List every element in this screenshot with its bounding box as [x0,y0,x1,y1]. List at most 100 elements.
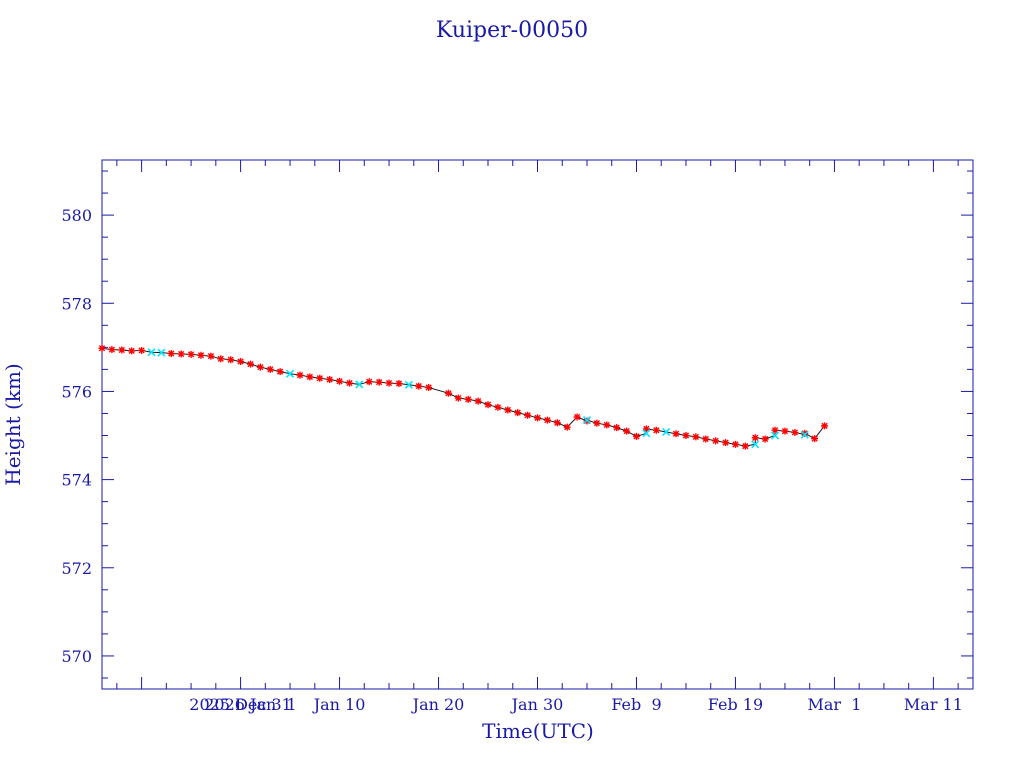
data-point-red [326,376,334,384]
data-point-red [365,378,373,386]
data-point-cyan [285,369,295,378]
data-point-red [385,379,393,387]
data-point-red [751,434,759,442]
data-point-red [246,360,254,368]
data-point-cyan [404,380,413,389]
data-point-red [415,382,423,390]
data-point-red [771,426,779,434]
data-point-red [692,433,700,441]
data-point-red [276,368,284,376]
x-tick-label: Feb 19 [708,695,763,714]
x-tick-label: Jan 20 [411,695,465,714]
data-point-red [524,411,532,419]
y-tick-label: 570 [61,647,92,666]
data-point-red [652,426,660,434]
data-point-red [702,435,710,443]
data-point-red [138,346,146,354]
data-point-red [316,374,324,382]
data-point-red [553,419,561,427]
data-point-red [811,435,819,443]
data-point-red [167,350,175,358]
data-point-red [425,383,433,391]
data-point-red [494,403,502,411]
y-tick-label: 576 [61,382,92,401]
height-markers [98,344,829,450]
data-point-red [791,428,799,436]
data-point-red [593,419,601,427]
data-point-red [632,432,640,440]
data-point-red [395,380,403,388]
data-point-cyan [355,380,364,389]
y-tick-label: 572 [61,559,92,578]
data-point-red [118,346,126,354]
data-point-red [514,409,522,417]
data-point-red [573,413,581,421]
data-point-red [336,377,344,385]
data-point-cyan [770,431,780,440]
data-point-red [217,355,225,363]
data-point-red [761,435,769,443]
data-point-red [603,421,611,429]
chart-title: Kuiper-00050 [436,18,588,43]
data-point-red [504,406,512,414]
x-tick-label: Feb 9 [611,695,661,714]
data-point-red [474,397,482,405]
x-tick-label: Jan 30 [510,695,564,714]
x-tick-label: Mar 1 [807,695,861,714]
x-tick-label: 2025 Dec 31 [189,695,292,714]
x-tick-label: Jan 10 [312,695,366,714]
data-point-red [296,371,304,379]
data-point-red [672,430,680,438]
data-point-cyan [582,416,592,425]
data-point-red [98,344,106,352]
data-point-red [177,350,185,358]
data-point-red [741,442,749,450]
data-point-red [454,394,462,402]
y-tick-label: 574 [61,471,92,490]
data-point-red [187,350,195,358]
data-point-red [128,347,136,355]
data-point-red [306,373,314,381]
data-point-red [731,440,739,448]
data-point-red [712,437,720,445]
data-point-red [464,395,472,403]
data-point-red [682,432,690,440]
data-point-cyan [800,430,809,439]
data-point-red [237,357,245,365]
data-point-red [108,346,116,354]
data-point-red [821,422,829,430]
y-axis-label: Height (km) [1,363,25,485]
x-tick-label: 2026 Jan 1 [204,695,296,714]
data-point-red [534,414,541,422]
y-tick-label: 580 [61,206,92,225]
data-point-red [375,378,383,386]
data-point-red [623,427,631,435]
data-point-red [563,423,571,431]
data-point-red [227,356,235,364]
axis-ticks [102,160,973,689]
plot-frame [101,159,974,690]
data-point-cyan [662,427,671,437]
y-tick-label: 578 [61,294,92,313]
data-point-red [484,401,492,409]
data-point-red [345,379,353,387]
data-point-cyan [147,348,156,357]
height-line [101,347,825,447]
height-trace [101,347,825,447]
data-point-cyan [642,429,651,438]
data-point-cyan [157,348,166,357]
data-point-cyan [751,440,760,449]
data-point-red [207,352,215,360]
data-point-red [613,424,621,432]
data-point-red [444,389,452,397]
data-point-red [543,416,551,424]
x-axis-label: Time(UTC) [482,719,594,743]
data-point-red [197,351,205,359]
data-point-red [781,427,789,435]
data-point-red [722,439,730,447]
data-point-red [256,363,264,371]
data-point-red [266,365,274,373]
x-tick-label: Mar 11 [904,695,963,714]
